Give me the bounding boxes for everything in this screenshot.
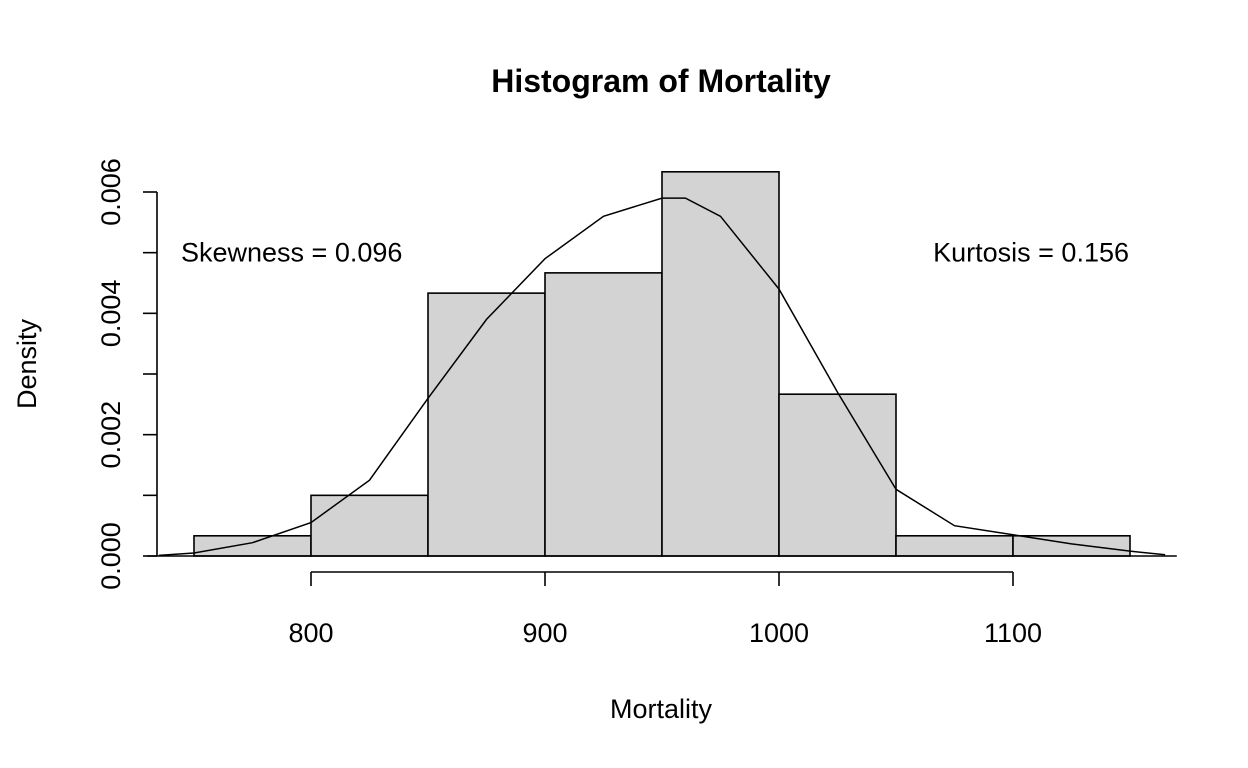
x-axis: 800 900 1000 1100: [147, 555, 1177, 648]
histogram-bar-4: [661, 170, 780, 557]
y-tick-label-3: 0.006: [96, 158, 126, 226]
y-axis: 0.000 0.002 0.004 0.006: [96, 158, 158, 590]
histogram-bar-7: [1012, 534, 1131, 557]
annotations-group: Skewness = 0.096 Kurtosis = 0.156: [181, 238, 1129, 268]
x-axis-label: Mortality: [610, 694, 713, 724]
y-tick-label-1: 0.002: [96, 401, 126, 469]
y-tick-label-2: 0.004: [96, 280, 126, 348]
density-curve: [158, 197, 1166, 557]
histogram-bar-0: [193, 534, 312, 557]
density-curve-group: [158, 197, 1166, 557]
histogram-bar-6: [895, 534, 1014, 557]
y-axis-label: Density: [12, 318, 42, 409]
skewness-annotation: Skewness = 0.096: [181, 238, 402, 268]
histogram-bar-1: [310, 494, 429, 557]
y-tick-label-0: 0.000: [96, 522, 126, 590]
bars-group: [193, 170, 1131, 557]
x-tick-label-3: 1100: [984, 618, 1042, 648]
histogram-bar-2: [427, 292, 546, 557]
x-tick-label-2: 1000: [749, 618, 809, 648]
x-tick-label-0: 800: [288, 618, 333, 648]
histogram-bar-3: [544, 272, 663, 557]
histogram-bar-5: [778, 393, 897, 557]
kurtosis-annotation: Kurtosis = 0.156: [933, 238, 1129, 268]
chart-title: Histogram of Mortality: [491, 63, 831, 99]
x-tick-label-1: 900: [522, 618, 567, 648]
